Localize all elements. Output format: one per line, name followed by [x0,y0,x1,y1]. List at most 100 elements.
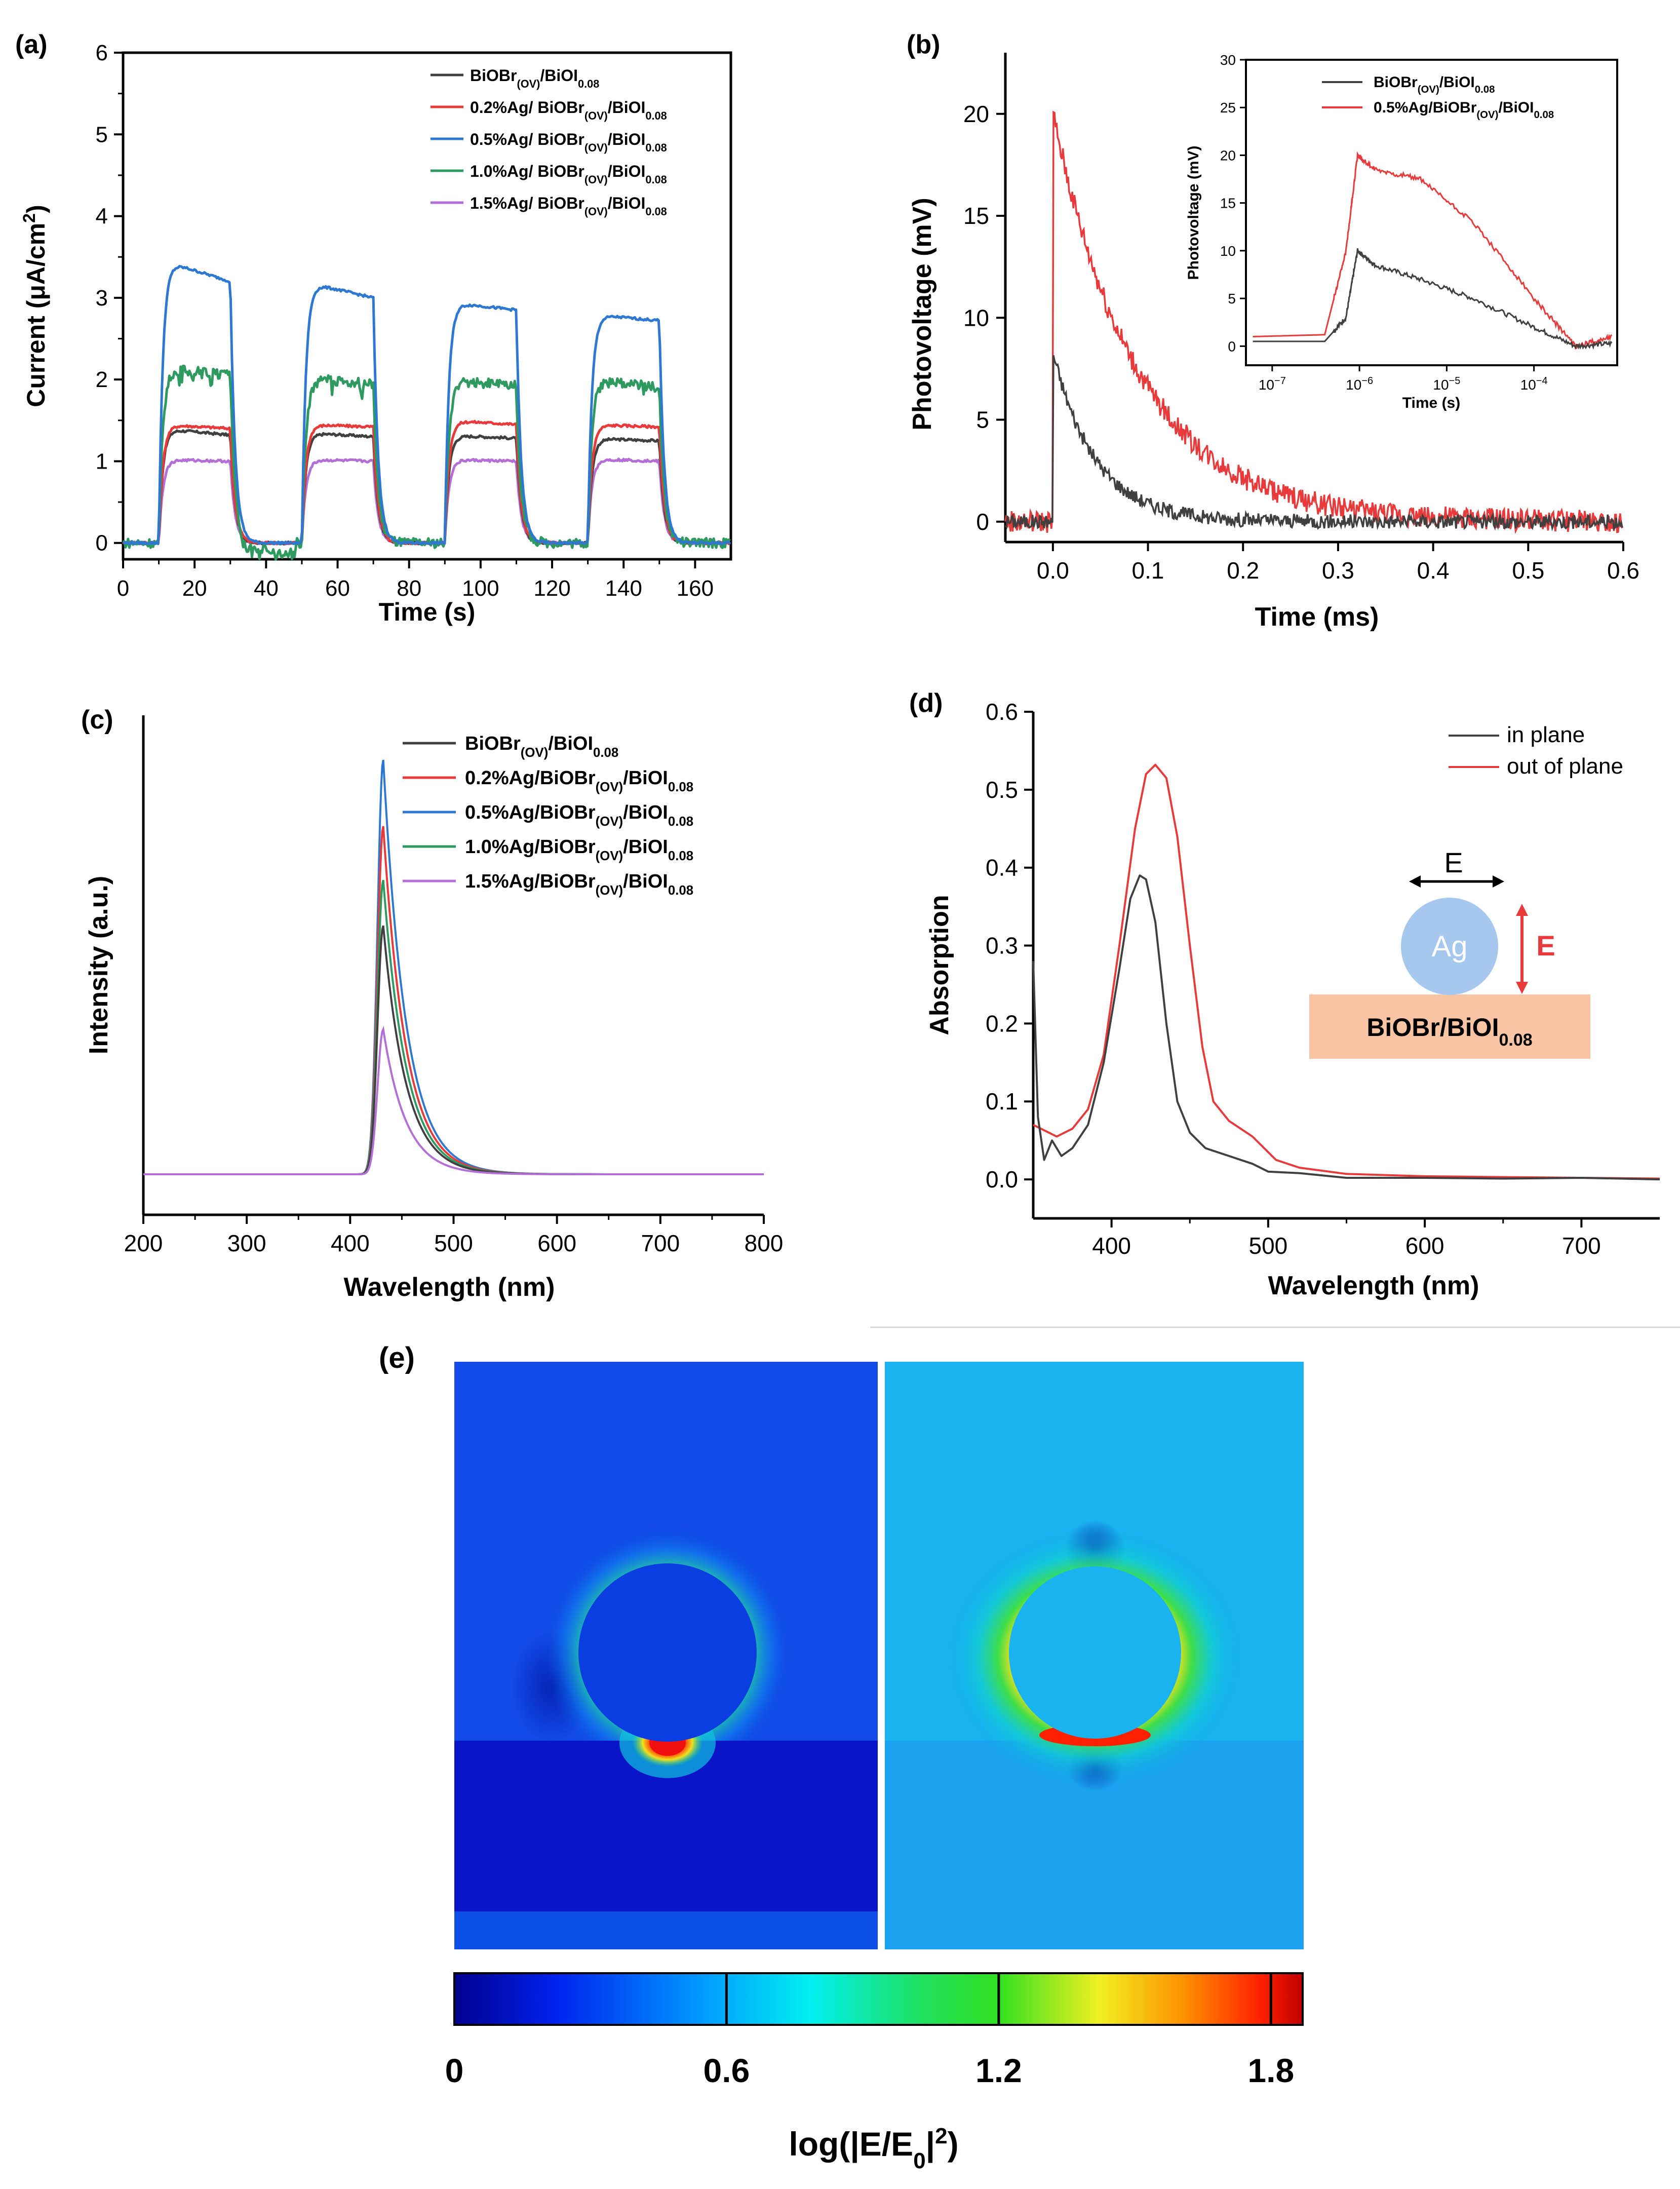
panel-a-ticks: 0 20 40 60 80 100 120 140 160 0 1 2 3 4 5 6 [96,41,714,601]
panel-c-letter: (c) [81,705,113,735]
a-ytick-label: 1 [96,449,108,474]
b-inset-ytick-label: 20 [1220,147,1236,163]
c-legend-label: 0.5%Ag/BiOBr(OV)/BiOI0.08 [465,802,693,829]
colorbar-tick-label: 1.2 [975,2052,1022,2089]
b-xtick-label: 0.6 [1607,557,1639,584]
c-xtick-label: 300 [227,1230,266,1256]
c-series-line [143,826,764,1175]
colorbar-tick-label: 1.8 [1247,2052,1294,2089]
panel-a-series [122,265,731,561]
b-xtick-label: 0.1 [1132,557,1164,584]
b-inset-series-line [1253,151,1613,350]
c-xtick-label: 400 [331,1230,370,1256]
c-xtick-label: 800 [745,1230,784,1256]
colorbar-tick-label: 0 [445,2052,464,2089]
b-ytick-label: 15 [963,203,989,229]
panel-b-xlabel: Time (ms) [1255,602,1379,632]
a-series-line [122,265,731,546]
in-plane-field-label: E [1444,847,1463,878]
c-series-line [143,925,764,1175]
d-ytick-label: 0.5 [986,777,1018,803]
panel-b-inset-ylabel: Photovoltage (mV) [1185,145,1202,280]
panel-a-frame [122,51,732,561]
a-xtick-label: 80 [397,576,421,601]
a-series-line [122,457,730,546]
panel-a-xlabel: Time (s) [379,598,476,626]
a-ytick-label: 4 [96,204,108,229]
b-inset-ytick-label: 30 [1220,52,1236,68]
panel-b-series [1004,110,1623,534]
b-inset-ytick-label: 5 [1228,291,1236,306]
out-of-plane-field-label: E [1536,930,1555,962]
a-xtick-label: 40 [254,576,279,601]
panel-e-letter: (e) [379,1341,415,1374]
b-ytick-label: 20 [963,101,989,127]
d-legend-label: out of plane [1507,754,1623,779]
b-xtick-label: 0.0 [1037,557,1069,584]
c-series-line [143,1025,764,1175]
a-xtick-label: 20 [182,576,207,601]
panel-d-legend: in plane out of plane [1449,722,1623,779]
panel-a-legend: BiOBr(OV)/BiOI0.08 0.2%Ag/ BiOBr(OV)/BiOI… [431,66,667,218]
d-ytick-label: 0.3 [986,933,1018,959]
b-xtick-label: 0.3 [1322,557,1354,584]
b-inset-legend-label: BiOBr(OV)/BiOI0.08 [1374,74,1495,95]
b-inset-xtick-label: 10−6 [1346,375,1373,393]
field-map-out-of-plane [885,1362,1304,1949]
ag-particle [1401,898,1498,995]
a-legend-label: 0.2%Ag/ BiOBr(OV)/BiOI0.08 [470,98,667,122]
a-xtick-label: 160 [677,576,714,601]
panel-d-ylabel: Absorption [925,895,954,1035]
c-xtick-label: 200 [124,1230,163,1256]
panel-d-series [1032,763,1660,1181]
panel-b: (b) 0.0 0.1 0.2 0.3 0.4 0.5 0.6 0 5 10 15 20 Time (… [907,30,1639,632]
b-ytick-label: 5 [976,407,989,433]
d-series-line [1033,763,1660,1180]
c-xtick-label: 700 [641,1230,680,1256]
out-of-plane-arrowhead-top [1516,904,1528,916]
colorbar-ticks: 0 0.6 1.2 1.8 [445,1973,1294,2089]
a-ytick-label: 0 [96,531,108,556]
c-xtick-label: 500 [434,1230,473,1256]
d-xtick-label: 400 [1092,1233,1131,1259]
c-legend-label: 0.2%Ag/BiOBr(OV)/BiOI0.08 [465,767,693,794]
a-xtick-label: 100 [462,576,499,601]
b-inset-xtick-label: 10−4 [1520,375,1548,393]
d-xtick-label: 700 [1562,1233,1601,1259]
colorbar-tick-label: 0.6 [704,2052,750,2089]
a-ytick-label: 2 [96,367,108,392]
d-xtick-label: 500 [1249,1233,1288,1259]
ag-particle-label: Ag [1432,930,1468,963]
panel-b-inset: 0 5 10 15 20 25 30 10−7 10−6 10−5 10−4 BiOBr(OV)/Bi… [1220,52,1613,393]
b-inset-xtick-label: 10−7 [1259,375,1286,393]
panel-b-ylabel: Photovoltage (mV) [908,198,937,430]
panel-d-xlabel: Wavelength (nm) [1268,1271,1479,1300]
b-inset-series-line [1253,248,1613,350]
a-legend-label: 1.5%Ag/ BiOBr(OV)/BiOI0.08 [470,194,667,218]
b-ytick-label: 0 [976,509,989,535]
a-legend-label: 1.0%Ag/ BiOBr(OV)/BiOI0.08 [470,162,667,186]
panel-b-inset-frame [1245,59,1618,366]
c-legend-label: 1.5%Ag/BiOBr(OV)/BiOI0.08 [465,871,693,898]
panel-d-schematic: BiOBr/BiOI0.08 Ag E E [1309,847,1590,1059]
c-legend-label: BiOBr(OV)/BiOI0.08 [465,733,618,760]
panel-c-ylabel: Intensity (a.u.) [84,876,113,1054]
a-xtick-label: 120 [533,576,570,601]
panel-b-letter: (b) [907,30,940,59]
panel-a: (a) 0 20 40 60 80 100 120 140 160 0 1 2 3 4 5 6 Time (s… [15,30,732,626]
d-ytick-label: 0.1 [986,1088,1018,1115]
panel-b-ticks: 0.0 0.1 0.2 0.3 0.4 0.5 0.6 0 5 10 15 20 [963,101,1639,584]
panel-c-ticks: 200 300 400 500 600 700 800 [124,1215,784,1256]
panel-e: (e) 0 0.6 1.2 1.8 log(|E/E0|2) [379,1341,1304,2173]
a-xtick-label: 60 [325,576,350,601]
colorbar-label: log(|E/E0|2) [789,2124,958,2173]
b-inset-ytick-label: 15 [1220,196,1236,211]
b-series-line [1004,110,1623,534]
b-inset-ytick-label: 25 [1220,100,1236,116]
d-legend-label: in plane [1507,722,1585,747]
in-plane-arrowhead-right [1493,875,1504,888]
out-of-plane-arrowhead-bottom [1516,982,1528,994]
b-inset-legend-label: 0.5%Ag/BiOBr(OV)/BiOI0.08 [1374,99,1554,121]
d-ytick-label: 0.2 [986,1010,1018,1036]
